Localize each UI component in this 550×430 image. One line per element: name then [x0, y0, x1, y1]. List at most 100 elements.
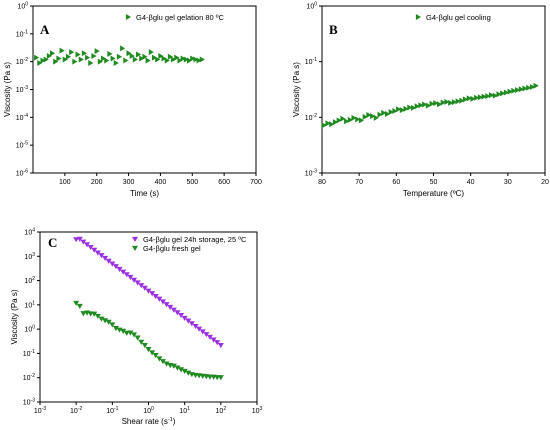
data-point: [87, 244, 94, 251]
data-point: [388, 108, 394, 115]
tick-label: 50: [430, 179, 438, 186]
data-point: [199, 56, 205, 63]
data-point: [34, 54, 40, 61]
data-point: [199, 329, 206, 335]
tick-label: 104: [24, 228, 35, 237]
data-point: [149, 350, 156, 356]
data-point: [178, 312, 185, 319]
data-point: [134, 335, 141, 341]
data-point: [88, 59, 94, 66]
data-point: [85, 54, 91, 61]
data-point: [145, 288, 152, 294]
data-point: [206, 334, 213, 340]
data-point: [481, 93, 487, 100]
tick-label: 30: [504, 179, 512, 186]
data-point: [414, 103, 420, 110]
data-point: [192, 323, 199, 330]
tick-label: 10-6: [16, 169, 28, 178]
data-point: [433, 100, 439, 107]
data-point: [163, 302, 170, 308]
data-point: [362, 113, 368, 120]
y-axis-title: Viscosity (Pa s): [3, 62, 12, 117]
data-point: [500, 90, 506, 97]
data-point: [403, 105, 409, 112]
tick-label: 100: [24, 325, 35, 334]
data-point: [183, 56, 189, 63]
panel-letter: C: [48, 235, 57, 250]
data-point: [120, 269, 127, 275]
tick-label: 70: [355, 179, 363, 186]
data-point: [40, 57, 46, 64]
tick-label: 700: [250, 179, 262, 186]
data-point: [459, 97, 465, 104]
data-point: [174, 54, 180, 61]
tick-label: 10-3: [23, 398, 35, 407]
data-point: [94, 313, 101, 319]
data-point: [80, 239, 87, 245]
data-point: [94, 250, 101, 256]
data-point: [156, 296, 163, 302]
data-point: [37, 59, 43, 66]
data-point: [193, 56, 199, 63]
data-point: [107, 50, 113, 57]
data-point: [217, 343, 224, 349]
data-point: [163, 361, 170, 367]
data-point: [100, 55, 107, 62]
data-point: [217, 375, 224, 381]
tick-label: 102: [24, 276, 35, 285]
data-point: [533, 82, 539, 89]
data-point: [116, 53, 123, 60]
data-point: [132, 56, 138, 63]
data-point: [120, 328, 127, 334]
tick-label: 10-3: [34, 406, 46, 415]
data-point: [170, 307, 177, 313]
data-point: [188, 321, 195, 327]
legend-label: G4-βglu gel 24h storage, 25 ºC: [143, 235, 247, 244]
data-point: [462, 96, 469, 103]
tick-label: 500: [186, 179, 198, 186]
data-point: [429, 100, 435, 107]
data-point: [187, 57, 193, 64]
tick-label: 80: [318, 179, 326, 186]
data-point: [69, 49, 75, 56]
tick-label: 60: [392, 179, 400, 186]
data-point: [366, 112, 372, 119]
tick-label: 103: [252, 406, 263, 415]
data-point: [336, 117, 342, 124]
data-point: [332, 119, 339, 126]
tick-label: 10-1: [23, 349, 35, 358]
data-point: [127, 274, 134, 281]
data-point: [177, 57, 183, 64]
data-point: [321, 122, 327, 129]
data-point: [392, 107, 398, 114]
data-point: [466, 95, 472, 102]
data-point: [43, 56, 49, 63]
data-point: [131, 332, 138, 338]
data-point: [407, 104, 413, 111]
panel-letter: A: [40, 22, 50, 37]
data-point: [148, 49, 154, 56]
data-point: [455, 98, 461, 105]
x-axis-title: Temperature (ºC): [403, 189, 464, 198]
data-point: [492, 92, 498, 99]
tick-label: 10-2: [70, 406, 82, 415]
data-point: [185, 370, 192, 376]
data-point: [474, 94, 480, 101]
plot-frame-a: [32, 5, 257, 174]
data-point: [373, 114, 379, 121]
data-point: [131, 277, 138, 283]
data-point: [422, 101, 428, 108]
data-point: [138, 283, 145, 289]
data-point: [477, 94, 483, 101]
data-point: [384, 110, 391, 117]
legend-marker: [132, 245, 138, 251]
data-point: [515, 86, 521, 93]
data-point: [145, 347, 152, 353]
data-point: [113, 59, 119, 66]
data-point: [155, 56, 161, 63]
data-point: [158, 52, 164, 59]
data-point: [496, 91, 502, 98]
data-point: [159, 359, 166, 365]
tick-label: 10-2: [16, 57, 28, 66]
data-point: [105, 319, 112, 325]
